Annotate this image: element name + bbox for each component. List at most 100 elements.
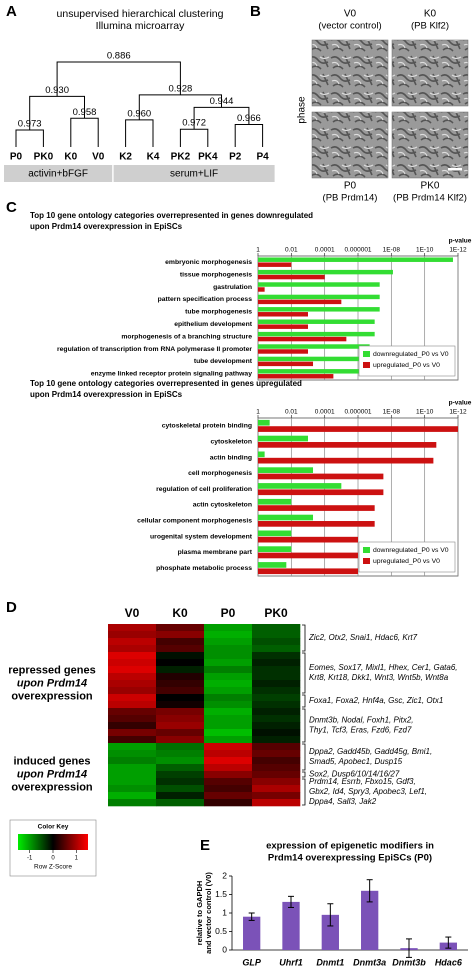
x-tick-label: 1E-12: [449, 247, 467, 254]
x-tick-label: Dnmt1: [316, 957, 344, 967]
bar: [258, 473, 384, 480]
bar: [258, 299, 342, 305]
heatmap-cell: [252, 736, 301, 744]
legend-swatch: [363, 547, 370, 553]
y-tick-label: 0: [222, 944, 227, 954]
heatmap-cell: [204, 785, 253, 793]
heatmap-cell: [252, 666, 301, 674]
heatmap-cell: [204, 799, 253, 807]
heatmap-cell: [252, 624, 301, 632]
category-label: actin cytoskeleton: [193, 502, 252, 509]
heatmap-cell: [252, 729, 301, 737]
category-label: regulation of transcription from RNA pol…: [57, 346, 252, 353]
heatmap-cell: [252, 680, 301, 688]
dendrogram-node: [56, 61, 181, 97]
bar: [258, 344, 370, 349]
category-label: plasma membrane part: [178, 549, 253, 556]
bar: [258, 514, 314, 521]
bar: [243, 916, 261, 950]
phase-image: [391, 39, 469, 107]
node-label: 0.886: [107, 51, 131, 62]
bracket: [302, 743, 306, 771]
chart-title: Top 10 gene ontology categories overrepr…: [30, 211, 313, 220]
scale-bar: [448, 168, 462, 171]
x-tick-label: 1E-10: [416, 247, 434, 254]
heatmap-cell: [108, 680, 157, 688]
side-label: phase: [297, 96, 308, 124]
group-box: [4, 165, 113, 182]
bar: [258, 282, 380, 287]
axis-label: p-value: [449, 238, 472, 245]
heatmap-cell: [252, 652, 301, 660]
heatmap-cell: [204, 778, 253, 786]
image-caption: (PB Prdm14): [323, 193, 378, 204]
image-label: V0: [344, 9, 357, 20]
color-key-label: Row Z-Score: [34, 864, 72, 871]
error-bar: [288, 895, 294, 908]
heatmap-cell: [108, 722, 157, 730]
heatmap-cell: [108, 631, 157, 639]
bar: [258, 442, 437, 448]
x-tick-label: 0.0001: [315, 247, 335, 254]
error-bar: [366, 879, 373, 903]
group-box: [113, 165, 275, 182]
heatmap-cell: [108, 771, 157, 779]
bar: [258, 361, 314, 367]
bar: [258, 568, 358, 575]
group-label: repressed genes: [8, 664, 95, 676]
image-label: P0: [344, 181, 357, 192]
column-label: K0: [172, 606, 188, 620]
dendrogram-node: [70, 117, 99, 147]
bar: [258, 451, 265, 458]
heatmap-cell: [156, 785, 205, 793]
chart-title: expression of epigenetic modifiers in: [266, 841, 434, 852]
bar: [258, 336, 347, 342]
heatmap-cell: [108, 652, 157, 660]
heatmap-cell: [108, 624, 157, 632]
heatmap-cell: [204, 666, 253, 674]
gene-list: Smad5, Apobec1, Dusp15: [309, 757, 403, 766]
bracket: [302, 694, 306, 708]
gene-list: Prdm14, Esrrb, Fbxo15, Gdf3,: [309, 777, 416, 786]
gene-list: Dppa4, Sall3, Jak2: [309, 797, 377, 806]
heatmap-cell: [252, 638, 301, 646]
heatmap-cell: [156, 631, 205, 639]
y-tick-label: 2: [222, 870, 227, 880]
dendrogram-node: [138, 94, 222, 120]
chart-title: Prdm14 overexpressing EpiSCs (P0): [268, 853, 432, 864]
bar: [258, 546, 292, 552]
bar: [258, 521, 375, 527]
heatmap-cell: [108, 638, 157, 646]
x-tick-label: Dnmt3b: [392, 957, 426, 967]
heatmap-cell: [156, 652, 205, 660]
heatmap-cell: [156, 680, 205, 688]
heatmap-cell: [108, 757, 157, 765]
heatmap-cell: [156, 757, 205, 765]
heatmap-cell: [252, 687, 301, 695]
heatmap-cell: [252, 715, 301, 723]
x-tick-label: 0.01: [285, 409, 298, 416]
heatmap-cell: [204, 792, 253, 800]
group-label: serum+LIF: [170, 169, 218, 180]
bar: [258, 536, 358, 543]
heatmap-cell: [252, 631, 301, 639]
heatmap-cell: [156, 715, 205, 723]
bar: [258, 331, 375, 337]
bar: [258, 457, 434, 464]
heatmap-cell: [156, 750, 205, 758]
heatmap-cell: [204, 715, 253, 723]
error-bar: [445, 936, 452, 949]
category-label: cell morphogenesis: [188, 470, 252, 477]
heatmap-cell: [156, 722, 205, 730]
bar: [258, 374, 334, 379]
heatmap-cell: [156, 792, 205, 800]
panel-letter: E: [200, 837, 210, 854]
heatmap-cell: [156, 708, 205, 716]
heatmap-cell: [252, 764, 301, 772]
leaf-label: P4: [256, 152, 269, 163]
bar: [258, 269, 393, 275]
chart-title: unsupervised hierarchical clustering: [57, 8, 224, 20]
gene-list: Dppa2, Gadd45b, Gadd45g, Bmi1,: [309, 747, 432, 756]
panel-letter: A: [6, 3, 17, 20]
heatmap-cell: [156, 729, 205, 737]
